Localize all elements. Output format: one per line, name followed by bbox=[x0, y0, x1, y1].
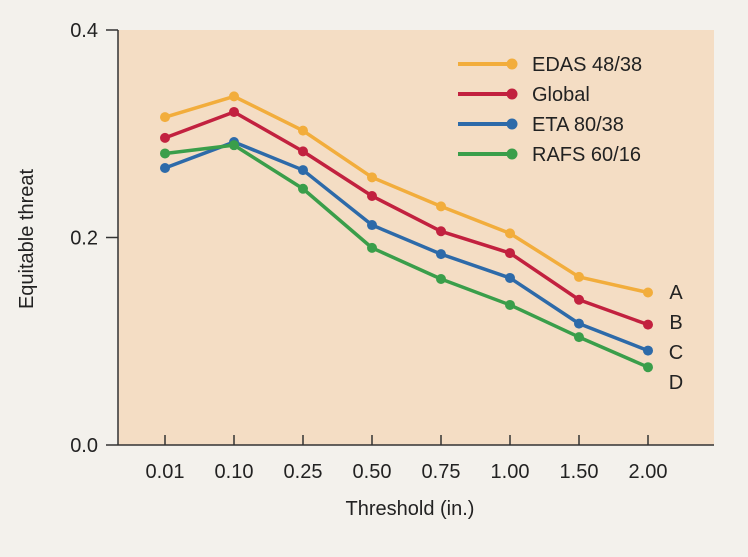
data-point bbox=[367, 242, 377, 253]
axis-labels: Threshold (in.) Equitable threat bbox=[16, 169, 474, 520]
data-point bbox=[436, 226, 446, 237]
data-point bbox=[160, 132, 170, 143]
data-point bbox=[436, 249, 446, 260]
series-end-label: D bbox=[669, 372, 683, 394]
data-point bbox=[229, 106, 239, 117]
data-point bbox=[298, 125, 308, 136]
legend-label: Global bbox=[532, 84, 590, 106]
data-point bbox=[574, 332, 584, 343]
x-tick-label: 0.10 bbox=[215, 461, 254, 483]
x-tick-label: 0.25 bbox=[284, 461, 323, 483]
series-end-label: B bbox=[669, 312, 682, 334]
legend-label: ETA 80/38 bbox=[532, 114, 624, 136]
legend-marker bbox=[506, 88, 518, 100]
data-point bbox=[367, 172, 377, 183]
data-point bbox=[160, 112, 170, 123]
data-point bbox=[574, 318, 584, 329]
data-point bbox=[436, 274, 446, 284]
data-point bbox=[229, 91, 239, 102]
x-tick-label: 0.50 bbox=[353, 461, 392, 483]
data-point bbox=[436, 201, 446, 212]
legend-item: Global bbox=[458, 84, 590, 106]
data-point bbox=[643, 362, 653, 373]
data-point bbox=[643, 345, 653, 356]
data-point bbox=[505, 248, 515, 259]
data-point bbox=[298, 165, 308, 176]
legend-item: EDAS 48/38 bbox=[458, 54, 642, 76]
y-axis-label: Equitable threat bbox=[16, 169, 38, 310]
data-point bbox=[298, 146, 308, 157]
data-point bbox=[505, 299, 515, 310]
x-tick-label: 2.00 bbox=[629, 461, 668, 483]
data-point bbox=[574, 294, 584, 305]
series-end-label: A bbox=[669, 282, 683, 304]
data-point bbox=[229, 140, 239, 151]
legend-label: RAFS 60/16 bbox=[532, 144, 641, 166]
legend-marker bbox=[506, 148, 518, 160]
series-line bbox=[164, 143, 649, 369]
legend-marker bbox=[506, 118, 518, 130]
series-3: D bbox=[160, 140, 683, 394]
x-tick-label: 0.01 bbox=[146, 461, 185, 483]
data-point bbox=[160, 148, 170, 159]
series-line bbox=[164, 110, 649, 327]
series-1: B bbox=[160, 106, 683, 334]
axes: 0.0 0.2 0.4 0.01 0.10 0.25 0.50 0.75 1.00 1.50 2.0… bbox=[70, 20, 714, 483]
legend: EDAS 48/38 Global ETA 80/38 RAFS 60/16 bbox=[458, 54, 642, 166]
y-tick-label: 0.4 bbox=[70, 20, 98, 42]
legend-marker bbox=[506, 58, 518, 70]
data-point bbox=[643, 319, 653, 330]
y-tick-label: 0.0 bbox=[70, 435, 98, 457]
legend-label: EDAS 48/38 bbox=[532, 54, 642, 76]
series-line bbox=[164, 94, 649, 295]
plot-area bbox=[118, 30, 714, 445]
data-point bbox=[643, 287, 653, 298]
data-point bbox=[505, 228, 515, 239]
x-axis-label: Threshold (in.) bbox=[346, 498, 475, 520]
data-point bbox=[298, 183, 308, 194]
y-tick-label: 0.2 bbox=[70, 228, 98, 250]
data-point bbox=[367, 191, 377, 201]
data-point bbox=[160, 162, 170, 173]
x-tick-label: 1.50 bbox=[560, 461, 599, 483]
legend-item: ETA 80/38 bbox=[458, 114, 624, 136]
x-tick-label: 1.00 bbox=[491, 461, 530, 483]
series-line bbox=[164, 140, 649, 353]
x-tick-label: 0.75 bbox=[422, 461, 461, 483]
series-0: A bbox=[160, 91, 683, 304]
data-point bbox=[574, 271, 584, 282]
data-point bbox=[505, 272, 515, 283]
data-point bbox=[367, 220, 377, 231]
series-end-label: C bbox=[669, 342, 683, 364]
legend-item: RAFS 60/16 bbox=[458, 144, 641, 166]
